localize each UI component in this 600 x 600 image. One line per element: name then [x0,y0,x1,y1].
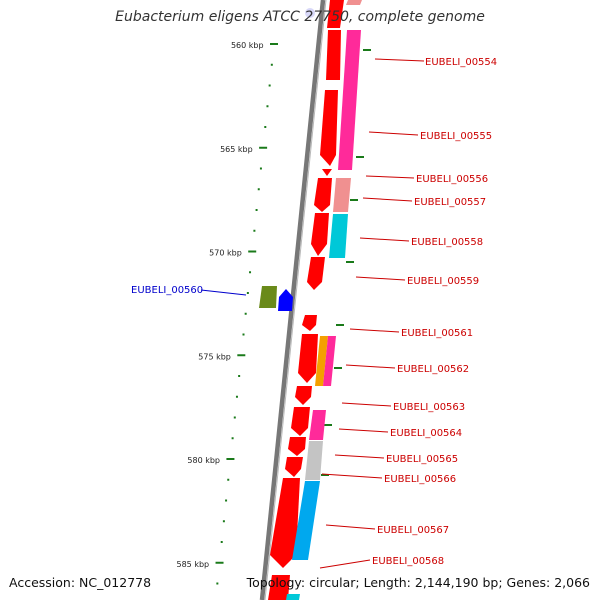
gene-block-cyan [286,594,300,600]
gene-arrow-red [268,575,290,600]
gene-label: EUBELI_00567 [377,525,449,536]
gene-arrow-red [291,407,310,436]
leader-line [362,197,413,202]
gene-block-pink [309,410,326,440]
gene-arrow-red [295,386,312,405]
leader-line [321,473,383,479]
scale-label: 575 kbp [198,352,231,361]
scale-label: 560 kbp [231,41,264,50]
gene-block-cyan [329,214,348,258]
gene-label: EUBELI_00563 [393,402,465,413]
leader-line [349,328,400,333]
gene-arrow-red [285,457,303,477]
gene-arrow-red [298,334,318,383]
genome-backbone-highlight [264,0,327,600]
gene-block-gray [305,441,323,480]
gene-arrow-red [322,169,332,176]
gene-block-light-blue [292,481,320,560]
gene-arrow-red [307,257,325,290]
gene-label: EUBELI_00566 [384,474,456,485]
leader-line [355,276,406,281]
gene-arrow-red [320,90,338,166]
leader-line [338,428,389,433]
gene-label: EUBELI_00558 [411,237,483,248]
accession-text: Accession: NC_012778 [9,575,152,590]
gene-label: EUBELI_00561 [401,328,473,339]
gene-arrow-blue [278,289,293,311]
leader-line [200,289,247,296]
scale-label: 565 kbp [220,145,253,154]
scale-labels: 560 kbp 565 kbp 570 kbp 575 kbp 580 kbp 585 k… [177,41,264,569]
leader-line [359,237,410,242]
gene-label: EUBELI_00557 [414,197,486,208]
gene-label: EUBELI_00564 [390,428,462,439]
leader-line [319,559,371,569]
scale-label: 570 kbp [209,249,242,258]
gene-label: EUBELI_00559 [407,276,479,287]
leader-line [325,524,376,530]
gene-block-orange [315,336,328,386]
gene-label: EUBELI_00555 [420,131,492,142]
leader-line [368,131,419,136]
gene-arrow-red [270,478,300,568]
reverse-strand-genes [259,286,293,311]
label-leader-lines [200,58,425,569]
gene-block-pink [338,30,361,170]
scale-label: 580 kbp [187,456,220,465]
gene-block-olive [259,286,277,308]
gene-block-light-pink [346,0,362,5]
gene-arrow-red [327,0,344,28]
gene-label: EUBELI_00568 [372,556,444,567]
gene-block-light-pink [333,178,351,212]
leader-line [341,402,392,407]
gene-labels: EUBELI_00554 EUBELI_00555 EUBELI_00556 EUBE… [131,57,497,567]
gene-label: EUBELI_00554 [425,57,497,68]
gene-arrow-red [311,213,329,256]
gene-arrow-red [326,30,341,80]
outer-ring-genes [286,0,362,600]
gene-arrow-red [314,178,332,212]
topology-text: Topology: circular; Length: 2,144,190 bp… [246,575,590,590]
scale-label: 585 kbp [177,560,210,569]
leader-line [345,364,396,369]
gene-label: EUBELI_00556 [416,174,488,185]
genome-title: Eubacterium eligens ATCC 27750, complete… [115,9,485,25]
gene-label: EUBELI_00562 [397,364,469,375]
leader-line [374,58,425,62]
gene-label: EUBELI_00565 [386,454,458,465]
scale-ticks [215,43,371,585]
leader-line [365,175,415,179]
gene-arrow-red [302,315,317,331]
gene-arrow-red [288,437,306,456]
gene-block-pink [323,336,336,386]
leader-line [334,454,385,459]
top-marker [305,8,315,18]
inner-ring-genes [268,0,344,600]
gene-label: EUBELI_00560 [131,285,203,296]
